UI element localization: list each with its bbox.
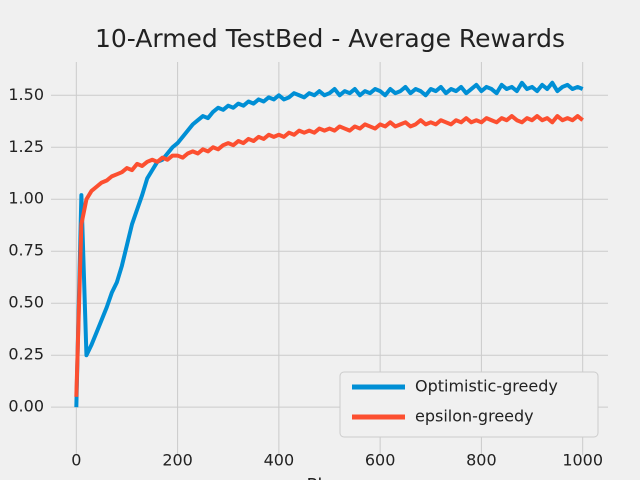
x-tick-label: 600: [365, 451, 396, 470]
x-tick-label: 200: [162, 451, 193, 470]
x-tick-label: 400: [264, 451, 295, 470]
x-tick-label: 800: [466, 451, 497, 470]
legend-label: Optimistic-greedy: [415, 377, 558, 396]
plot-lines: [74, 80, 584, 408]
y-tick-label: 1.50: [8, 85, 44, 104]
series-line: [74, 114, 584, 397]
y-tick-label: 0.75: [8, 241, 44, 260]
y-tick-label: 1.25: [8, 137, 44, 156]
y-tick-label: 1.00: [8, 189, 44, 208]
x-axis-label: Plays: [307, 475, 354, 480]
x-tick-label: 0: [71, 451, 81, 470]
x-tick-label: 1000: [562, 451, 603, 470]
y-tick-label: 0.25: [8, 345, 44, 364]
y-tick-label: 0.00: [8, 397, 44, 416]
legend-label: epsilon-greedy: [415, 407, 534, 426]
chart-title: 10-Armed TestBed - Average Rewards: [95, 24, 565, 53]
legend: Optimistic-greedy epsilon-greedy: [339, 371, 599, 438]
y-tick-label: 0.50: [8, 293, 44, 312]
